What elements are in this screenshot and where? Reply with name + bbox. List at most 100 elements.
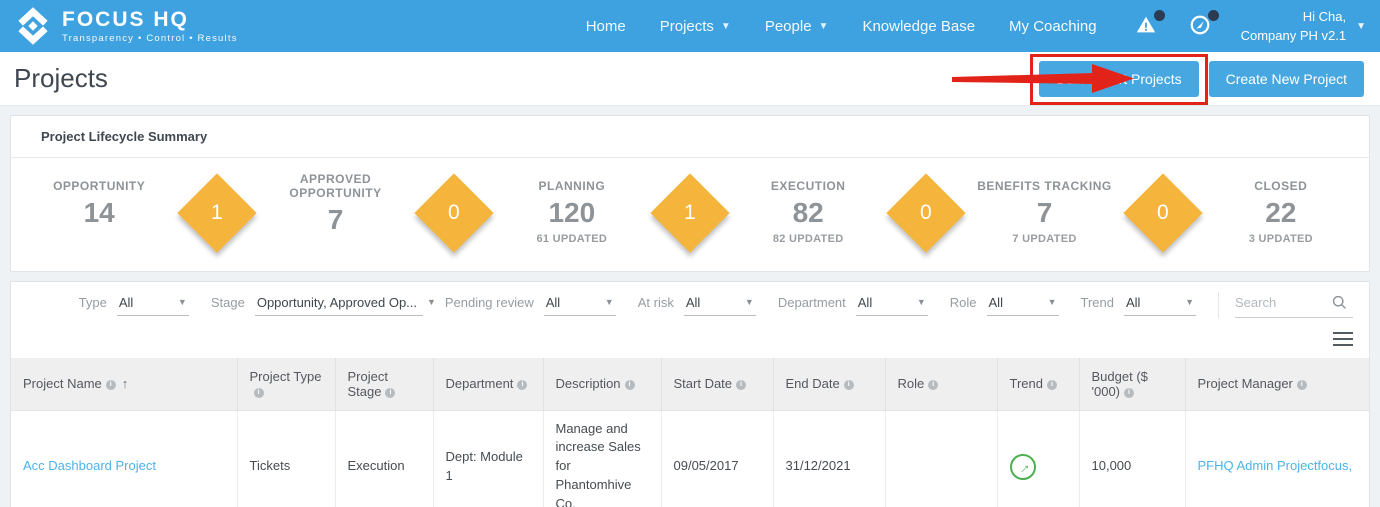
nav-links: Home Projects ▼ People ▼ Knowledge Base My… <box>586 18 1097 35</box>
col-department[interactable]: Department i <box>433 358 544 410</box>
search-input[interactable] <box>1235 295 1331 310</box>
role-select[interactable]: All ▼ <box>986 295 1059 316</box>
col-project-name[interactable]: Project Name i ↑ <box>11 358 238 410</box>
chevron-down-icon: ▼ <box>720 20 731 32</box>
globe-icon <box>1189 14 1213 36</box>
lifecycle-stages: OPPORTUNITY 14 1 APPROVED OPPORTUNITY 7 … <box>11 158 1369 271</box>
stage-gate-diamond[interactable]: 1 <box>650 172 730 253</box>
col-project-stage[interactable]: Project Stage i <box>335 358 434 410</box>
notification-badge <box>1153 10 1165 21</box>
filter-pending-review: Pending review All ▼ <box>445 295 616 316</box>
nav-home[interactable]: Home <box>585 17 626 35</box>
info-icon[interactable]: i <box>385 387 396 398</box>
filter-type: Type All ▼ <box>79 295 189 316</box>
trend-up-icon: → <box>1004 448 1041 485</box>
stage-gate-diamond[interactable]: 0 <box>414 172 494 253</box>
table-menu-icon[interactable] <box>1333 328 1353 350</box>
projects-table: Project Name i ↑ Project Typei Project Sta… <box>11 358 1369 507</box>
stage-benefits-tracking[interactable]: BENEFITS TRACKING 7 7 UPDATED <box>977 179 1112 245</box>
stage-closed[interactable]: CLOSED 22 3 UPDATED <box>1248 179 1313 245</box>
stage-gate-diamond[interactable]: 0 <box>1123 172 1203 253</box>
brand-logo[interactable]: FOCUS HQ Transparency • Control • Result… <box>14 7 238 45</box>
table-row: Acc Dashboard Project Tickets Execution … <box>11 409 1369 507</box>
chevron-down-icon: ▼ <box>818 20 829 32</box>
alert-triangle-icon <box>1135 14 1159 36</box>
brand-name: FOCUS HQ <box>62 7 189 31</box>
filter-department: Department All ▼ <box>778 295 928 316</box>
notification-badge <box>1207 10 1219 21</box>
chevron-down-icon: ▼ <box>427 297 436 307</box>
info-icon[interactable]: i <box>1124 387 1135 398</box>
filter-role: Role All ▼ <box>950 295 1059 316</box>
filters-row: Type All ▼ Stage Opportunity, Approved Op… <box>11 282 1369 324</box>
trend-cell: → <box>997 409 1080 507</box>
info-icon[interactable]: i <box>624 380 635 391</box>
stage-execution[interactable]: EXECUTION 82 82 UPDATED <box>770 179 846 245</box>
description-cell: Manage and increase Sales for Phantomhiv… <box>543 409 662 507</box>
filter-stage: Stage Opportunity, Approved Op... ▼ <box>211 295 436 316</box>
project-stage-cell: Execution <box>335 409 434 507</box>
at-risk-select[interactable]: All ▼ <box>683 295 756 316</box>
pending-review-select[interactable]: All ▼ <box>543 295 616 316</box>
trend-select[interactable]: All ▼ <box>1124 295 1196 316</box>
stage-opportunity[interactable]: OPPORTUNITY 14 <box>53 179 146 228</box>
create-new-project-button[interactable]: Create New Project <box>1208 60 1364 97</box>
project-name-link[interactable]: Acc Dashboard Project <box>23 458 156 474</box>
col-project-type[interactable]: Project Typei <box>237 358 336 410</box>
search-icon[interactable] <box>1331 294 1348 311</box>
info-icon[interactable]: i <box>736 380 747 391</box>
chevron-down-icon: ▼ <box>1047 297 1057 307</box>
page-header: Projects Bulk Import Projects Create New… <box>0 52 1380 106</box>
brand-tagline: Transparency • Control • Results <box>62 32 238 44</box>
bulk-import-projects-button[interactable]: Bulk Import Projects <box>1039 60 1199 97</box>
lifecycle-summary-card: Project Lifecycle Summary OPPORTUNITY 14… <box>10 115 1370 272</box>
nav-people[interactable]: People ▼ <box>764 17 829 35</box>
filter-at-risk: At risk All ▼ <box>638 295 756 316</box>
user-greeting: Hi Cha, <box>1302 8 1347 24</box>
chevron-down-icon: ▼ <box>1356 20 1366 32</box>
col-role[interactable]: Role i <box>885 358 998 410</box>
chevron-down-icon: ▼ <box>916 297 926 307</box>
chevron-down-icon: ▼ <box>604 297 614 307</box>
top-navbar: FOCUS HQ Transparency • Control • Result… <box>0 0 1380 52</box>
explore-button[interactable] <box>1189 10 1219 38</box>
info-icon[interactable]: i <box>928 380 939 391</box>
user-menu[interactable]: Hi Cha, Company PH v2.1 ▼ <box>1241 7 1366 46</box>
projects-table-card: Type All ▼ Stage Opportunity, Approved Op… <box>10 281 1370 507</box>
col-end-date[interactable]: End Date i <box>773 358 886 410</box>
col-description[interactable]: Description i <box>543 358 662 410</box>
col-project-manager[interactable]: Project Manager i <box>1185 358 1369 410</box>
stage-gate-diamond[interactable]: 1 <box>177 172 257 253</box>
lifecycle-summary-title: Project Lifecycle Summary <box>11 116 1369 158</box>
nav-projects[interactable]: Projects ▼ <box>659 17 731 35</box>
info-icon[interactable]: i <box>1046 380 1057 391</box>
nav-knowledge-base[interactable]: Knowledge Base <box>862 17 976 35</box>
alerts-button[interactable] <box>1135 10 1165 38</box>
info-icon[interactable]: i <box>1296 380 1307 391</box>
sort-asc-icon[interactable]: ↑ <box>121 376 129 392</box>
stage-approved-opportunity[interactable]: APPROVED OPPORTUNITY 7 <box>289 172 382 235</box>
stage-select[interactable]: Opportunity, Approved Op... ▼ <box>254 295 436 316</box>
nav-my-coaching[interactable]: My Coaching <box>1009 17 1097 35</box>
department-select[interactable]: All ▼ <box>855 295 928 316</box>
focushq-logo-icon <box>14 7 52 45</box>
stage-gate-diamond[interactable]: 0 <box>886 172 966 253</box>
end-date-cell: 31/12/2021 <box>773 409 886 507</box>
type-select[interactable]: All ▼ <box>116 295 189 316</box>
page-title: Projects <box>14 63 108 93</box>
info-icon[interactable]: i <box>517 380 528 391</box>
col-start-date[interactable]: Start Date i <box>661 358 774 410</box>
chevron-down-icon: ▼ <box>1185 297 1194 307</box>
user-company: Company PH v2.1 <box>1240 28 1347 43</box>
col-trend[interactable]: Trend i <box>997 358 1080 410</box>
stage-planning[interactable]: PLANNING 120 61 UPDATED <box>536 179 608 245</box>
budget-cell: 10,000 <box>1079 409 1186 507</box>
info-icon[interactable]: i <box>253 387 264 398</box>
chevron-down-icon: ▼ <box>744 297 754 307</box>
info-icon[interactable]: i <box>843 380 854 391</box>
table-header-row: Project Name i ↑ Project Typei Project Sta… <box>11 358 1369 410</box>
col-budget[interactable]: Budget ($ '000) i <box>1079 358 1186 410</box>
project-manager-link[interactable]: PFHQ Admin Projectfocus, <box>1197 458 1353 474</box>
info-icon[interactable]: i <box>105 380 116 391</box>
department-cell: Dept: Module 1 <box>433 409 544 507</box>
